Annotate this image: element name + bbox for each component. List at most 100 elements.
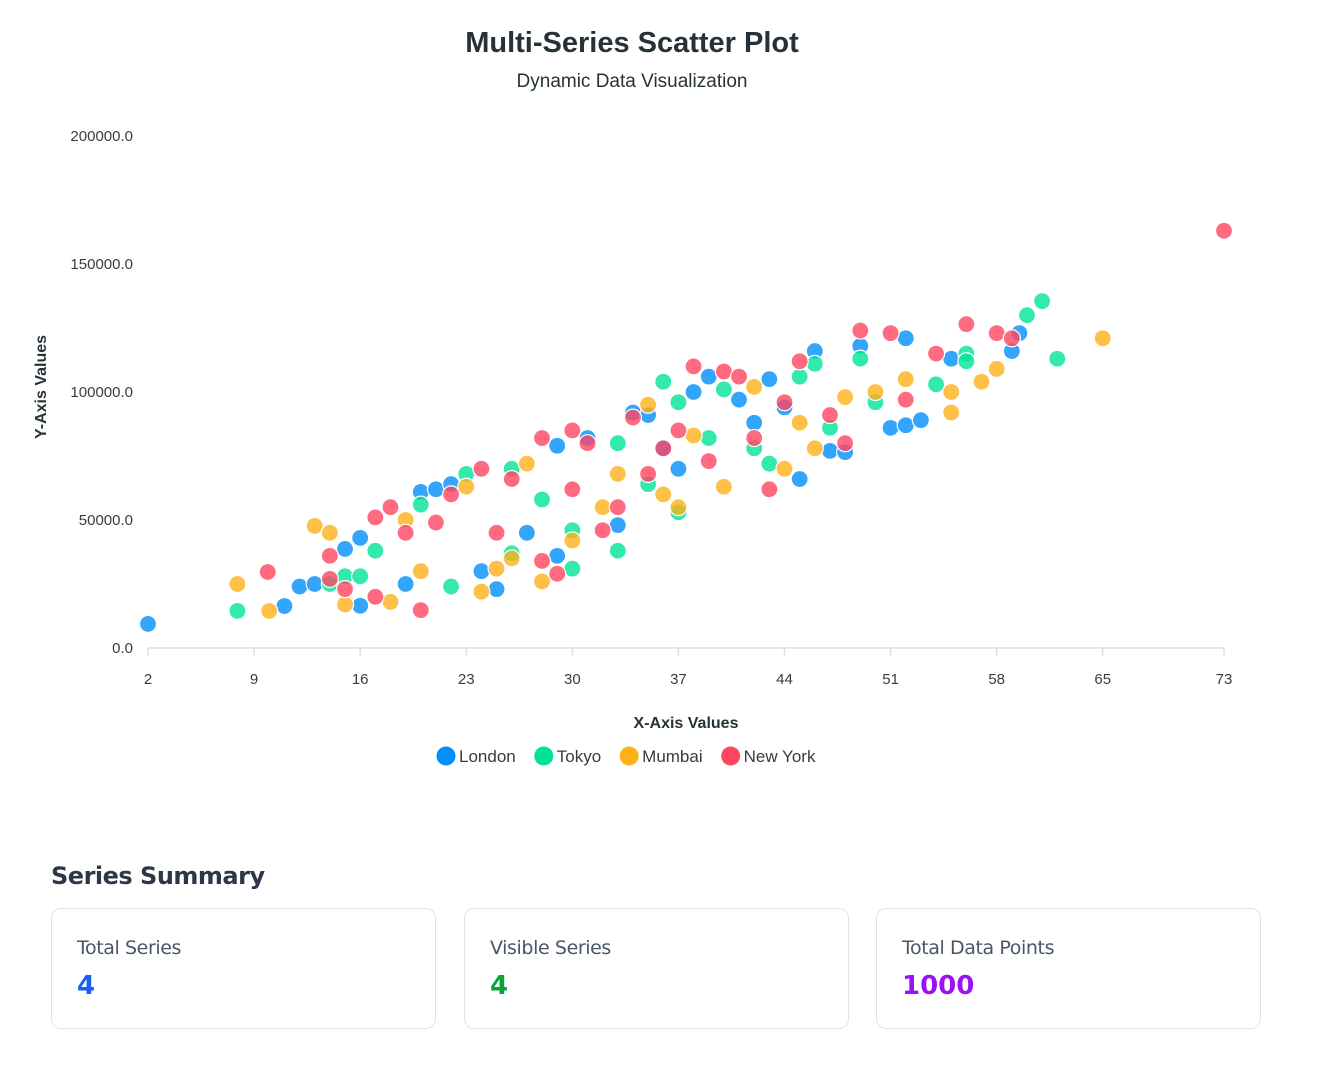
data-point[interactable] xyxy=(411,495,430,514)
data-point[interactable] xyxy=(366,541,385,560)
data-point[interactable] xyxy=(745,413,764,432)
data-point[interactable] xyxy=(669,459,688,478)
data-point[interactable] xyxy=(563,559,582,578)
data-point[interactable] xyxy=(487,523,506,542)
data-point[interactable] xyxy=(911,411,931,430)
data-point[interactable] xyxy=(260,601,279,620)
data-point[interactable] xyxy=(532,572,552,591)
data-point[interactable] xyxy=(836,434,855,453)
data-point[interactable] xyxy=(851,321,870,340)
data-point[interactable] xyxy=(275,596,294,616)
data-point[interactable] xyxy=(441,577,461,596)
data-point[interactable] xyxy=(351,596,370,615)
data-point[interactable] xyxy=(896,370,915,389)
data-point[interactable] xyxy=(608,498,627,517)
data-point[interactable] xyxy=(320,546,339,565)
data-point[interactable] xyxy=(366,508,385,527)
data-point[interactable] xyxy=(426,480,446,499)
data-point[interactable] xyxy=(745,428,764,448)
data-point[interactable] xyxy=(972,372,991,391)
data-point[interactable] xyxy=(335,595,355,614)
data-point[interactable] xyxy=(729,390,749,409)
data-point[interactable] xyxy=(532,428,552,448)
data-point[interactable] xyxy=(563,480,582,499)
data-point[interactable] xyxy=(305,574,324,594)
data-point[interactable] xyxy=(760,480,779,499)
data-point[interactable] xyxy=(1002,329,1021,348)
data-point[interactable] xyxy=(290,577,309,596)
data-point[interactable] xyxy=(881,418,900,437)
legend-item-london[interactable]: London xyxy=(436,746,516,767)
data-point[interactable] xyxy=(411,601,430,620)
data-point[interactable] xyxy=(654,372,673,391)
data-point[interactable] xyxy=(942,349,961,368)
data-point[interactable] xyxy=(335,580,355,599)
data-point[interactable] xyxy=(138,614,158,634)
legend-item-mumbai[interactable]: Mumbai xyxy=(619,746,703,767)
data-point[interactable] xyxy=(258,562,277,582)
data-point[interactable] xyxy=(684,357,703,376)
data-point[interactable] xyxy=(228,601,247,620)
data-point[interactable] xyxy=(699,452,718,471)
data-point[interactable] xyxy=(805,439,824,458)
data-point[interactable] xyxy=(820,441,840,460)
data-point[interactable] xyxy=(593,498,612,517)
data-point[interactable] xyxy=(790,367,809,386)
data-point[interactable] xyxy=(608,434,627,453)
data-point[interactable] xyxy=(472,459,491,478)
data-point[interactable] xyxy=(593,521,612,540)
data-point[interactable] xyxy=(714,380,733,399)
data-point[interactable] xyxy=(532,551,552,571)
data-point[interactable] xyxy=(411,562,430,581)
data-point[interactable] xyxy=(548,436,567,455)
data-point[interactable] xyxy=(684,382,703,402)
data-point[interactable] xyxy=(926,344,946,363)
data-point[interactable] xyxy=(851,349,870,368)
data-point[interactable] xyxy=(760,370,779,389)
data-point[interactable] xyxy=(487,580,506,599)
data-point[interactable] xyxy=(729,367,749,386)
data-point[interactable] xyxy=(1033,292,1052,311)
data-point[interactable] xyxy=(820,405,840,425)
data-point[interactable] xyxy=(320,523,339,542)
data-point[interactable] xyxy=(896,390,915,409)
data-point[interactable] xyxy=(502,469,521,489)
data-point[interactable] xyxy=(957,352,976,371)
data-point[interactable] xyxy=(320,569,339,588)
data-point[interactable] xyxy=(548,564,567,583)
data-point[interactable] xyxy=(987,324,1006,343)
data-point[interactable] xyxy=(684,426,703,445)
data-point[interactable] xyxy=(760,454,779,473)
data-point[interactable] xyxy=(881,324,900,343)
data-point[interactable] xyxy=(866,382,885,402)
data-point[interactable] xyxy=(351,567,370,586)
data-point[interactable] xyxy=(805,354,824,373)
data-point[interactable] xyxy=(639,464,658,484)
data-point[interactable] xyxy=(608,516,627,535)
data-point[interactable] xyxy=(942,382,961,402)
data-point[interactable] xyxy=(396,523,415,542)
data-point[interactable] xyxy=(335,539,355,559)
legend-item-new-york[interactable]: New York xyxy=(721,746,816,767)
data-point[interactable] xyxy=(957,315,976,334)
data-point[interactable] xyxy=(381,592,400,612)
data-point[interactable] xyxy=(578,434,597,453)
data-point[interactable] xyxy=(1048,349,1067,368)
data-point[interactable] xyxy=(396,574,415,594)
data-point[interactable] xyxy=(1017,306,1037,325)
data-point[interactable] xyxy=(305,516,324,535)
data-point[interactable] xyxy=(517,454,536,473)
data-point[interactable] xyxy=(1214,221,1234,240)
data-point[interactable] xyxy=(669,421,688,440)
data-point[interactable] xyxy=(836,388,855,407)
data-point[interactable] xyxy=(563,421,582,440)
legend-item-tokyo[interactable]: Tokyo xyxy=(534,746,601,767)
data-point[interactable] xyxy=(896,416,915,435)
data-point[interactable] xyxy=(775,393,794,412)
data-point[interactable] xyxy=(563,531,582,550)
data-point[interactable] xyxy=(502,549,521,568)
data-point[interactable] xyxy=(472,582,491,601)
data-point[interactable] xyxy=(775,459,794,478)
data-point[interactable] xyxy=(228,574,247,594)
data-point[interactable] xyxy=(790,469,809,489)
